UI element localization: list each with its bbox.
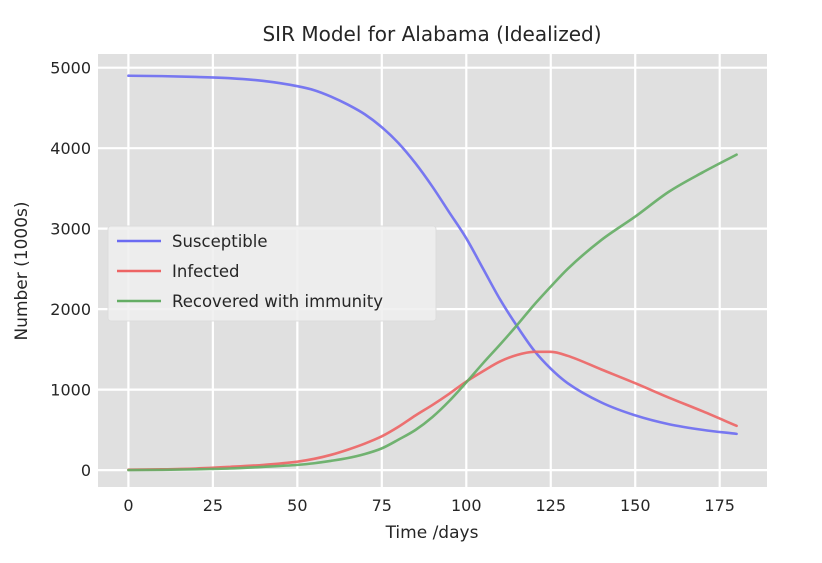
y-axis-label: Number (1000s) [12,201,32,340]
y-tick-labels: 0 1000 2000 3000 4000 5000 [50,59,91,480]
x-tick-label: 125 [535,496,566,515]
y-tick-label: 1000 [50,381,91,400]
x-tick-label: 100 [451,496,482,515]
x-tick-label: 0 [123,496,133,515]
legend-label-susceptible: Susceptible [172,232,268,251]
y-tick-label: 5000 [50,59,91,78]
legend-box [107,225,437,322]
x-tick-label: 150 [620,496,651,515]
series-line-susceptible [127,74,738,436]
x-tick-label: 50 [287,496,307,515]
chart-title: SIR Model for Alabama (Idealized) [262,22,601,46]
series-line-infected [127,350,738,471]
series-lines [127,74,738,472]
legend-label-recovered-with-immunity: Recovered with immunity [172,292,383,311]
x-tick-label: 25 [203,496,223,515]
x-axis-label: Time /days [385,523,479,543]
y-tick-label: 0 [81,461,91,480]
legend: Susceptible Infected Recovered with immuni… [107,225,437,322]
x-tick-label: 175 [704,496,735,515]
series-line-recovered-with-immunity [127,153,738,472]
x-tick-label: 75 [372,496,392,515]
x-tick-labels: 0 25 50 75 100 125 150 175 [123,496,735,515]
y-tick-label: 3000 [50,220,91,239]
legend-label-infected: Infected [172,262,239,281]
y-tick-label: 4000 [50,139,91,158]
y-tick-label: 2000 [50,300,91,319]
